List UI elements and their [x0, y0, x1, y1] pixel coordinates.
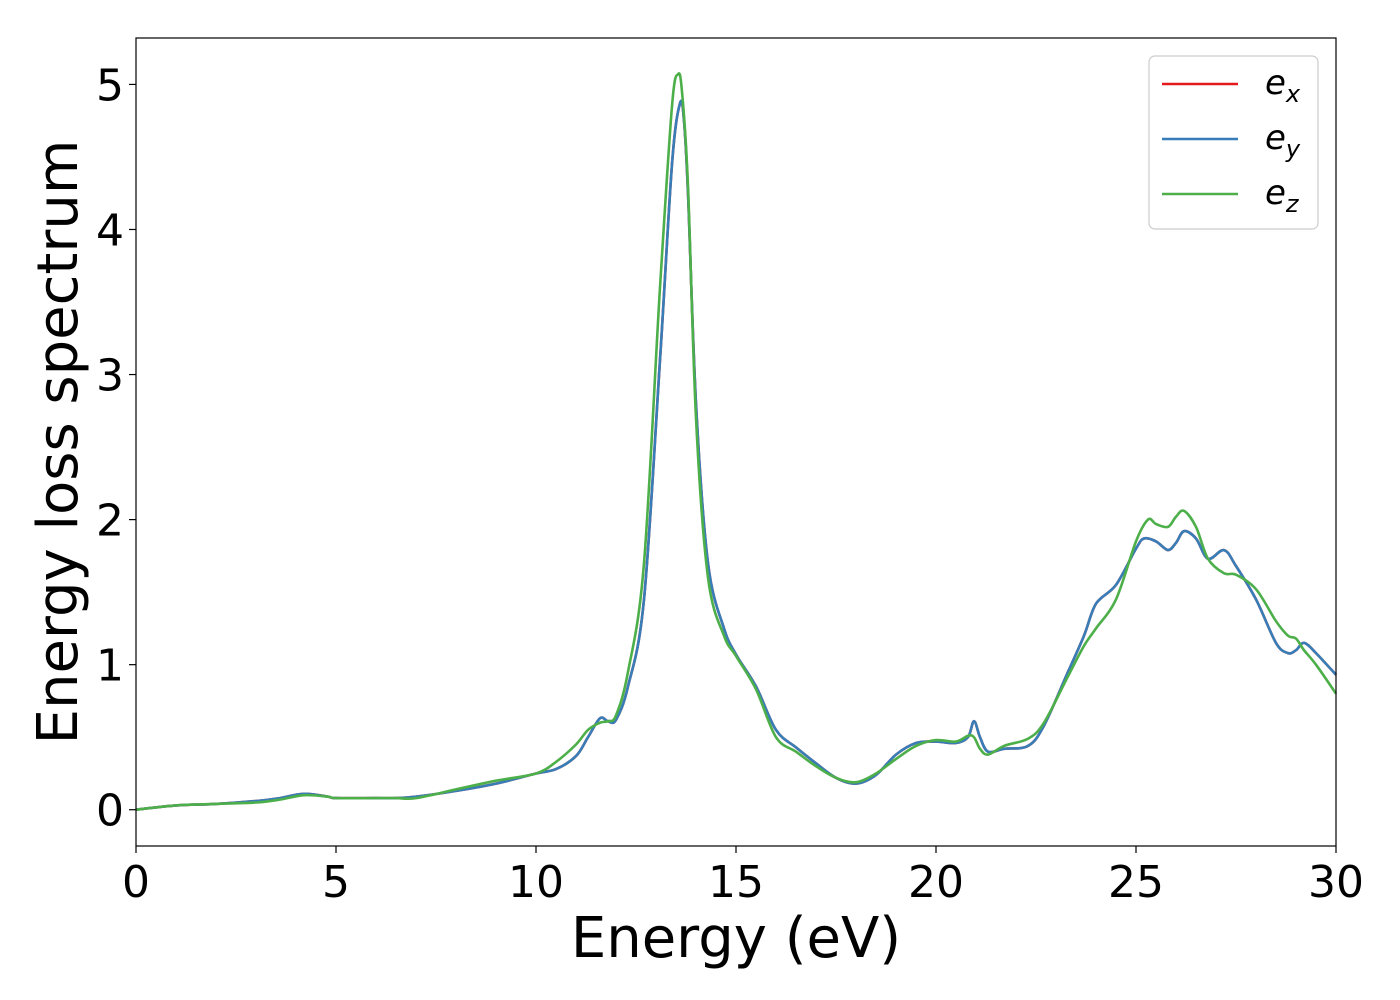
x-tick-label: 25: [1108, 857, 1164, 908]
y-axis-label: Energy loss spectrum: [26, 140, 91, 745]
y-tick-label: 2: [96, 496, 124, 547]
y-tick-label: 0: [96, 786, 124, 837]
plot-area: [136, 38, 1336, 846]
x-ticks: 0 5 10 15 20 25 30: [122, 846, 1364, 908]
series-layer: [135, 72, 1338, 811]
legend-box: [1148, 55, 1319, 230]
series-line-y: [135, 99, 1337, 811]
y-ticks: 0 1 2 3 4 5: [96, 60, 136, 837]
x-tick-label: 5: [322, 857, 350, 908]
x-tick-label: 0: [122, 857, 150, 908]
x-tick-label: 15: [708, 857, 764, 908]
series-line-z: [135, 72, 1338, 811]
y-tick-label: 3: [96, 351, 124, 402]
x-tick-label: 10: [508, 857, 564, 908]
x-axis-label: Energy (eV): [571, 906, 901, 971]
x-tick-label: 20: [908, 857, 964, 908]
x-tick-label: 30: [1308, 857, 1364, 908]
y-tick-label: 1: [96, 641, 124, 692]
y-tick-label: 4: [96, 205, 124, 256]
y-tick-label: 5: [96, 60, 124, 111]
